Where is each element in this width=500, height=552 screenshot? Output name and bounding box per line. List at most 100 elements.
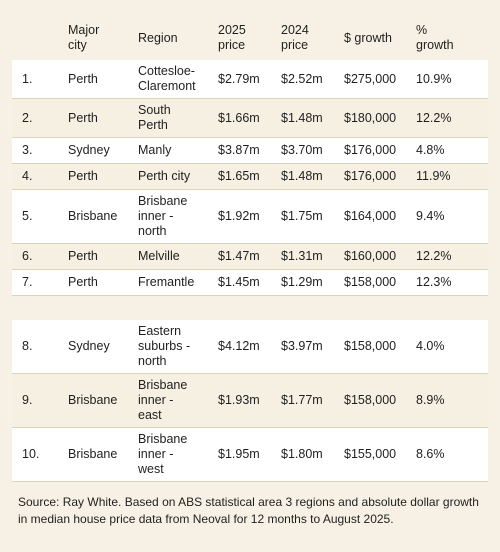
- header-rank: [12, 16, 68, 60]
- city-cell: Perth: [68, 60, 138, 99]
- price-2025-cell-text: $1.92m: [218, 209, 260, 223]
- growth-table-top: Major city Region 2025 price 2024 price …: [12, 16, 488, 296]
- price-2025-cell: $1.93m: [218, 374, 281, 428]
- rank-cell-text: 10.: [22, 447, 40, 461]
- dollar-growth-cell: $155,000: [344, 428, 416, 482]
- region-cell: Brisbane inner - north: [138, 190, 218, 244]
- dollar-growth-cell-text: $160,000: [344, 249, 397, 263]
- region-cell-text: Melville: [138, 249, 180, 263]
- header-percent-growth-label: % growth: [416, 23, 454, 52]
- header-city: Major city: [68, 16, 138, 60]
- region-cell: Manly: [138, 138, 218, 164]
- price-2024-cell: $3.70m: [281, 138, 344, 164]
- region-cell-text: Brisbane inner - north: [138, 194, 188, 238]
- city-cell: Perth: [68, 244, 138, 270]
- city-cell-text: Brisbane: [68, 393, 118, 407]
- table-row: 1. Perth Cottesloe- Claremont $2.79m $2.52m $…: [12, 60, 488, 99]
- rank-cell: 2.: [12, 99, 68, 138]
- region-cell: Brisbane inner - west: [138, 428, 218, 482]
- price-2024-cell: $1.75m: [281, 190, 344, 244]
- percent-growth-cell: 10.9%: [416, 60, 488, 99]
- dollar-growth-cell-text: $180,000: [344, 110, 397, 125]
- table-row: 9. Brisbane Brisbane inner - east $1.93m $1.…: [12, 374, 488, 428]
- rank-cell-text: 6.: [22, 249, 33, 263]
- price-2024-cell-text: $2.52m: [281, 71, 323, 86]
- dollar-growth-cell: $176,000: [344, 164, 416, 190]
- rank-cell-text: 5.: [22, 209, 33, 223]
- percent-growth-cell-text: 11.9%: [416, 169, 451, 183]
- city-cell: Brisbane: [68, 374, 138, 428]
- region-cell-text: Fremantle: [138, 275, 195, 289]
- price-2024-cell-text: $1.80m: [281, 447, 323, 461]
- price-2024-cell: $1.48m: [281, 164, 344, 190]
- percent-growth-cell-text: 8.9%: [416, 393, 445, 407]
- dollar-growth-cell: $275,000: [344, 60, 416, 99]
- city-cell-text: Perth: [68, 275, 98, 289]
- dollar-growth-cell: $158,000: [344, 374, 416, 428]
- header-price-2025-label: 2025 price: [218, 23, 246, 52]
- header-city-label: Major city: [68, 23, 100, 52]
- price-2025-cell-text: $1.45m: [218, 275, 260, 289]
- city-cell-text: Sydney: [68, 339, 110, 353]
- price-2025-cell: $1.66m: [218, 99, 281, 138]
- price-2024-cell: $1.77m: [281, 374, 344, 428]
- rank-cell: 1.: [12, 60, 68, 99]
- table-row: 6. Perth Melville $1.47m $1.31m $160,000 12.2%: [12, 244, 488, 270]
- price-2024-cell: $1.48m: [281, 99, 344, 138]
- city-cell: Brisbane: [68, 428, 138, 482]
- dollar-growth-cell-text: $176,000: [344, 169, 397, 183]
- price-2024-cell: $1.29m: [281, 270, 344, 296]
- price-2025-cell-text: $1.47m: [218, 249, 260, 263]
- table-row: 3. Sydney Manly $3.87m $3.70m $176,000 4.8%: [12, 138, 488, 164]
- price-2025-cell-text: $1.65m: [218, 169, 260, 183]
- price-2024-cell-text: $3.97m: [281, 339, 323, 353]
- percent-growth-cell: 11.9%: [416, 164, 488, 190]
- region-cell-text: Brisbane inner - west: [138, 432, 188, 476]
- table-row: 7. Perth Fremantle $1.45m $1.29m $158,000 12.3…: [12, 270, 488, 296]
- dollar-growth-cell: $164,000: [344, 190, 416, 244]
- percent-growth-cell: 4.0%: [416, 320, 488, 374]
- price-2025-cell: $1.65m: [218, 164, 281, 190]
- price-2025-cell: $2.79m: [218, 60, 281, 99]
- rank-cell-text: 7.: [22, 275, 33, 289]
- region-cell: Eastern suburbs - north: [138, 320, 218, 374]
- price-2025-cell-text: $1.95m: [218, 447, 260, 461]
- rank-cell-text: 8.: [22, 339, 33, 353]
- price-2025-cell: $4.12m: [218, 320, 281, 374]
- table-row: 8. Sydney Eastern suburbs - north $4.12m $3.…: [12, 320, 488, 374]
- rank-cell-text: 4.: [22, 169, 33, 183]
- rank-cell: 9.: [12, 374, 68, 428]
- table-row: 4. Perth Perth city $1.65m $1.48m $176,000 11.…: [12, 164, 488, 190]
- price-2024-cell: $2.52m: [281, 60, 344, 99]
- percent-growth-cell-text: 9.4%: [416, 209, 445, 223]
- percent-growth-cell: 12.2%: [416, 99, 488, 138]
- header-price-2025: 2025 price: [218, 16, 281, 60]
- dollar-growth-cell-text: $176,000: [344, 143, 397, 157]
- region-cell: Brisbane inner - east: [138, 374, 218, 428]
- header-percent-growth: % growth: [416, 16, 488, 60]
- price-2024-cell: $1.80m: [281, 428, 344, 482]
- dollar-growth-cell-text: $158,000: [344, 275, 397, 289]
- price-2025-cell-text: $3.87m: [218, 143, 260, 157]
- percent-growth-cell-text: 4.0%: [416, 339, 445, 353]
- city-cell-text: Brisbane: [68, 447, 118, 461]
- price-2024-cell-text: $1.77m: [281, 393, 323, 407]
- dollar-growth-cell: $180,000: [344, 99, 416, 138]
- percent-growth-cell: 12.3%: [416, 270, 488, 296]
- percent-growth-cell-text: 4.8%: [416, 143, 445, 157]
- city-cell-text: Brisbane: [68, 209, 118, 223]
- dollar-growth-cell-text: $158,000: [344, 393, 397, 407]
- header-price-2024-label: 2024 price: [281, 23, 309, 52]
- price-2024-cell-text: $3.70m: [281, 143, 323, 157]
- table-row: 2. Perth South Perth $1.66m $1.48m $180,000 12…: [12, 99, 488, 138]
- city-cell-text: Perth: [68, 169, 98, 183]
- city-cell-text: Perth: [68, 71, 98, 86]
- header-dollar-growth: $ growth: [344, 30, 392, 45]
- dollar-growth-cell: $176,000: [344, 138, 416, 164]
- percent-growth-cell-text: 12.2%: [416, 249, 452, 263]
- percent-growth-cell: 12.2%: [416, 244, 488, 270]
- city-cell: Perth: [68, 270, 138, 296]
- rank-cell-text: 9.: [22, 393, 33, 407]
- dollar-growth-cell: $158,000: [344, 320, 416, 374]
